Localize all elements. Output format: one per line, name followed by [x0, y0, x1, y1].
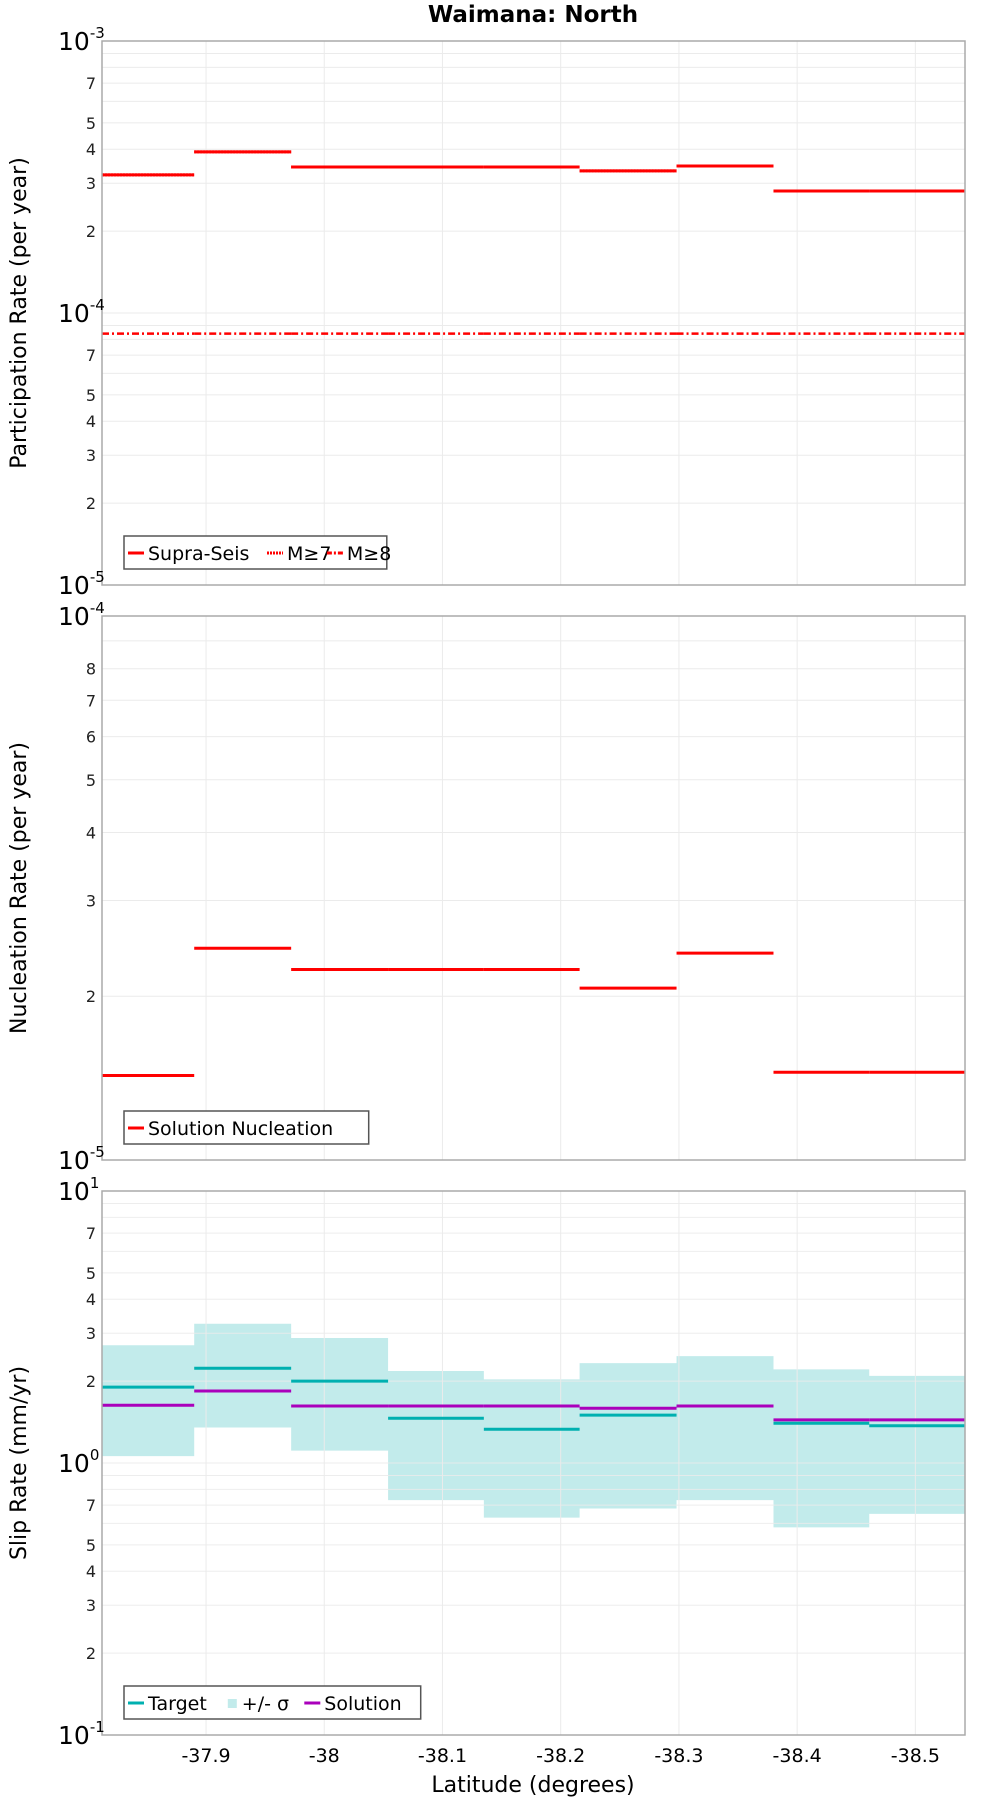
- x-tick-label: -38: [309, 1745, 340, 1767]
- y-minor-tick-label: 4: [86, 412, 96, 431]
- y-minor-tick-label: 3: [86, 446, 96, 465]
- legend-label: M≥8: [347, 543, 391, 565]
- series-solution-nucleation: [102, 946, 965, 1077]
- y-minor-tick-label: 7: [86, 346, 96, 365]
- legend-box: [123, 535, 388, 570]
- participation-rate-panel: 10-3 10-4 10-5 7 5 4 3 2 7 5 4 3 2 Participation Rate…: [7, 24, 966, 600]
- legend-item: Solution: [304, 1693, 402, 1715]
- series-m-7: [102, 150, 965, 193]
- legend-box: [123, 1685, 422, 1720]
- grid: [102, 41, 965, 585]
- legend: Solution Nucleation: [123, 1110, 370, 1145]
- legend-swatch: [227, 1699, 237, 1708]
- y-major-tick-label: 10-3: [58, 24, 105, 56]
- grid: [102, 1191, 965, 1735]
- x-axis: -37.9 -38 -38.1 -38.2 -38.3 -38.4 -38.5: [181, 1745, 939, 1767]
- legend-item: Solution Nucleation: [128, 1118, 333, 1140]
- y-minor-tick-label: 5: [86, 771, 96, 790]
- slip-rate-panel: 101 100 10-1 7 5 4 3 2 7 5 4 3 2 Slip Rate (mm/yr) Tar…: [7, 1174, 966, 1750]
- legend-label: +/- σ: [242, 1693, 289, 1715]
- plot-frame: [101, 1190, 966, 1736]
- chart-title: Waimana: North: [428, 2, 638, 28]
- y-minor-tick-label: 7: [86, 1224, 96, 1243]
- y-minor-tick-label: 5: [86, 1536, 96, 1555]
- y-major-tick-label: 10-1: [58, 1718, 105, 1750]
- y-minor-tick-label: 3: [86, 891, 96, 910]
- plot-area: [102, 616, 965, 1160]
- legend-item: M≥8: [326, 543, 391, 565]
- nucleation-rate-panel: 10-4 10-5 8 7 6 5 4 3 2 Nucleation Rate (per year…: [7, 599, 966, 1175]
- legend-item: Supra-Seis: [128, 543, 249, 565]
- sigma-band: [102, 1323, 965, 1528]
- y-minor-tick-label: 5: [86, 386, 96, 405]
- y-minor-tick-label: 5: [86, 114, 96, 133]
- y-minor-tick-label: 4: [86, 140, 96, 159]
- legend-item: Target: [128, 1693, 207, 1715]
- legend-label: Solution Nucleation: [148, 1118, 333, 1140]
- series-solution: [102, 1389, 965, 1422]
- legend-item: M≥7: [267, 543, 331, 565]
- y-minor-tick-label: 5: [86, 1264, 96, 1283]
- plot-frame: [101, 40, 966, 586]
- y-major-tick-label: 10-4: [58, 296, 105, 328]
- y-minor-tick-label: 2: [86, 987, 96, 1006]
- y-minor-tick-label: 3: [86, 1324, 96, 1343]
- y-major-tick-label: 10-5: [58, 1143, 105, 1175]
- legend-item: +/- σ: [227, 1693, 289, 1715]
- y-minor-tick-label: 7: [86, 74, 96, 93]
- x-tick-label: -38.4: [773, 1745, 822, 1767]
- y-minor-tick-label: 4: [86, 823, 96, 842]
- y-major-tick-label: 10-4: [58, 599, 105, 631]
- x-tick-label: -37.9: [181, 1745, 230, 1767]
- y-minor-tick-label: 2: [86, 222, 96, 241]
- x-tick-label: -38.5: [891, 1745, 940, 1767]
- y-minor-tick-label: 8: [86, 660, 96, 679]
- x-tick-label: -38.2: [536, 1745, 585, 1767]
- y-minor-tick-label: 2: [86, 1372, 96, 1391]
- y-major-tick-label: 101: [58, 1174, 99, 1206]
- x-tick-label: -38.1: [418, 1745, 467, 1767]
- y-minor-tick-label: 4: [86, 1562, 96, 1581]
- legend-label: Target: [147, 1693, 207, 1715]
- y-major-tick-label: 100: [58, 1446, 99, 1478]
- y-axis-label: Slip Rate (mm/yr): [7, 1366, 32, 1560]
- grid: [102, 616, 965, 1160]
- y-minor-tick-label: 4: [86, 1290, 96, 1309]
- legend-label: M≥7: [287, 543, 331, 565]
- legend: Supra-Seis M≥7 M≥8: [123, 535, 391, 570]
- legend: Target +/- σ Solution: [123, 1685, 422, 1720]
- legend-label: Supra-Seis: [148, 543, 249, 565]
- x-tick-label: -38.3: [654, 1745, 703, 1767]
- plot-frame: [101, 615, 966, 1161]
- y-major-tick-label: 10-5: [58, 568, 105, 600]
- y-minor-tick-label: 6: [86, 728, 96, 747]
- y-minor-tick-label: 2: [86, 494, 96, 513]
- y-axis-label: Participation Rate (per year): [7, 157, 32, 469]
- legend-box: [123, 1110, 370, 1145]
- y-minor-tick-label: 7: [86, 1496, 96, 1515]
- y-minor-tick-label: 7: [86, 691, 96, 710]
- legend-label: Solution: [324, 1693, 401, 1715]
- y-axis-label: Nucleation Rate (per year): [7, 742, 32, 1034]
- y-minor-tick-label: 3: [86, 1596, 96, 1615]
- x-axis-label: Latitude (degrees): [431, 1773, 634, 1798]
- y-minor-tick-label: 3: [86, 174, 96, 193]
- y-minor-tick-label: 2: [86, 1644, 96, 1663]
